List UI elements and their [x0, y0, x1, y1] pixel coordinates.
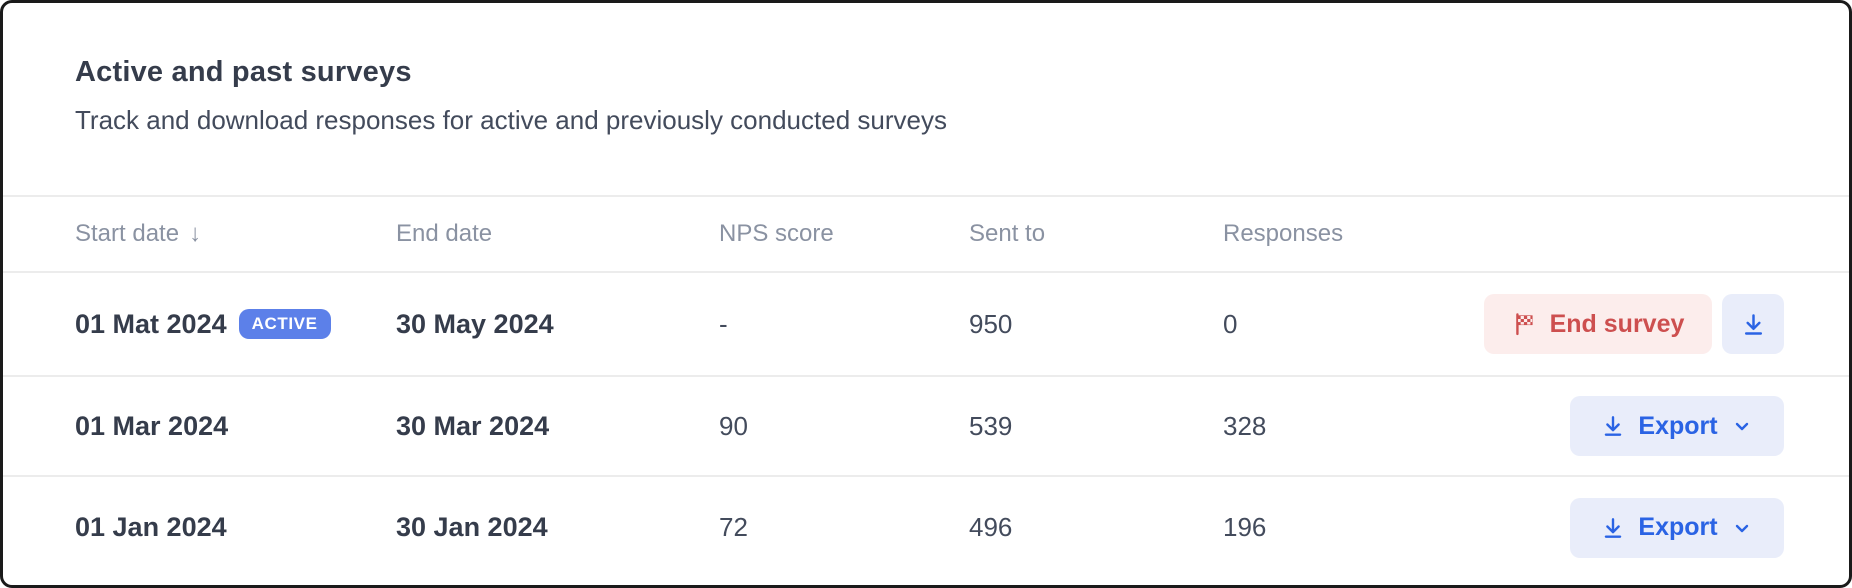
end-date-cell: 30 May 2024 — [396, 309, 719, 340]
column-header-label: Responses — [1223, 220, 1344, 247]
nps-score-value: 72 — [719, 512, 748, 542]
export-label: Export — [1638, 513, 1718, 541]
download-icon — [1600, 515, 1626, 541]
start-date-cell: 01 Mar 2024 — [75, 411, 396, 442]
responses-value: 0 — [1223, 308, 1238, 339]
end-survey-label: End survey — [1549, 309, 1685, 338]
card-header: Active and past surveys Track and downlo… — [3, 3, 1849, 195]
sent-to-value: 539 — [969, 410, 1013, 441]
column-header-end-date: End date — [396, 220, 719, 248]
nps-score-value: 90 — [719, 410, 748, 441]
table-row: 01 Mar 2024 30 Mar 2024 90 539 328 Expor… — [3, 377, 1849, 477]
end-date-cell: 30 Jan 2024 — [396, 512, 719, 543]
table-header-row: Start date ↓ End date NPS score Sent to … — [3, 195, 1849, 273]
row-actions: End survey — [1484, 294, 1784, 354]
export-label: Export — [1638, 411, 1718, 440]
export-button[interactable]: Export — [1570, 497, 1784, 558]
download-icon — [1600, 413, 1626, 439]
end-date-value: 30 Mar 2024 — [396, 410, 550, 441]
table-row: 01 Mat 2024 ACTIVE 30 May 2024 - 950 0 — [3, 273, 1849, 377]
table-row: 01 Jan 2024 30 Jan 2024 72 496 196 Expor… — [3, 477, 1849, 578]
start-date-value: 01 Mat 2024 — [75, 308, 227, 339]
finish-flag-icon — [1512, 311, 1538, 337]
surveys-table: Start date ↓ End date NPS score Sent to … — [3, 195, 1849, 578]
end-survey-button[interactable]: End survey — [1484, 294, 1712, 354]
nps-score-value: - — [719, 308, 728, 339]
column-header-responses: Responses — [1223, 220, 1784, 248]
sent-to-value: 496 — [969, 512, 1013, 542]
column-header-sent-to: Sent to — [969, 220, 1223, 248]
row-actions: Export — [1570, 497, 1784, 558]
responses-value: 196 — [1223, 512, 1267, 542]
download-button[interactable] — [1722, 294, 1784, 354]
column-header-nps-score: NPS score — [719, 220, 969, 248]
chevron-down-icon — [1730, 414, 1754, 438]
chevron-down-icon — [1730, 516, 1754, 540]
sent-to-value: 950 — [969, 308, 1013, 339]
start-date-value: 01 Mar 2024 — [75, 410, 229, 441]
status-badge: ACTIVE — [238, 309, 331, 339]
row-actions: Export — [1570, 396, 1784, 456]
start-date-value: 01 Jan 2024 — [75, 512, 227, 542]
download-icon — [1740, 311, 1767, 338]
end-date-value: 30 May 2024 — [396, 308, 554, 339]
start-date-cell: 01 Mat 2024 ACTIVE — [75, 309, 396, 340]
column-header-label: Start date — [75, 220, 180, 247]
start-date-cell: 01 Jan 2024 — [75, 512, 396, 543]
end-date-value: 30 Jan 2024 — [396, 512, 548, 542]
end-date-cell: 30 Mar 2024 — [396, 411, 719, 442]
export-button[interactable]: Export — [1570, 396, 1784, 456]
column-header-label: NPS score — [719, 220, 834, 247]
arrow-down-icon[interactable]: ↓ — [189, 220, 202, 247]
column-header-label: Sent to — [969, 220, 1046, 247]
column-header-label: End date — [396, 220, 493, 247]
responses-value: 328 — [1223, 410, 1267, 441]
page-subtitle: Track and download responses for active … — [75, 105, 947, 135]
page-title: Active and past surveys — [75, 56, 412, 88]
column-header-start-date[interactable]: Start date ↓ — [75, 220, 396, 248]
